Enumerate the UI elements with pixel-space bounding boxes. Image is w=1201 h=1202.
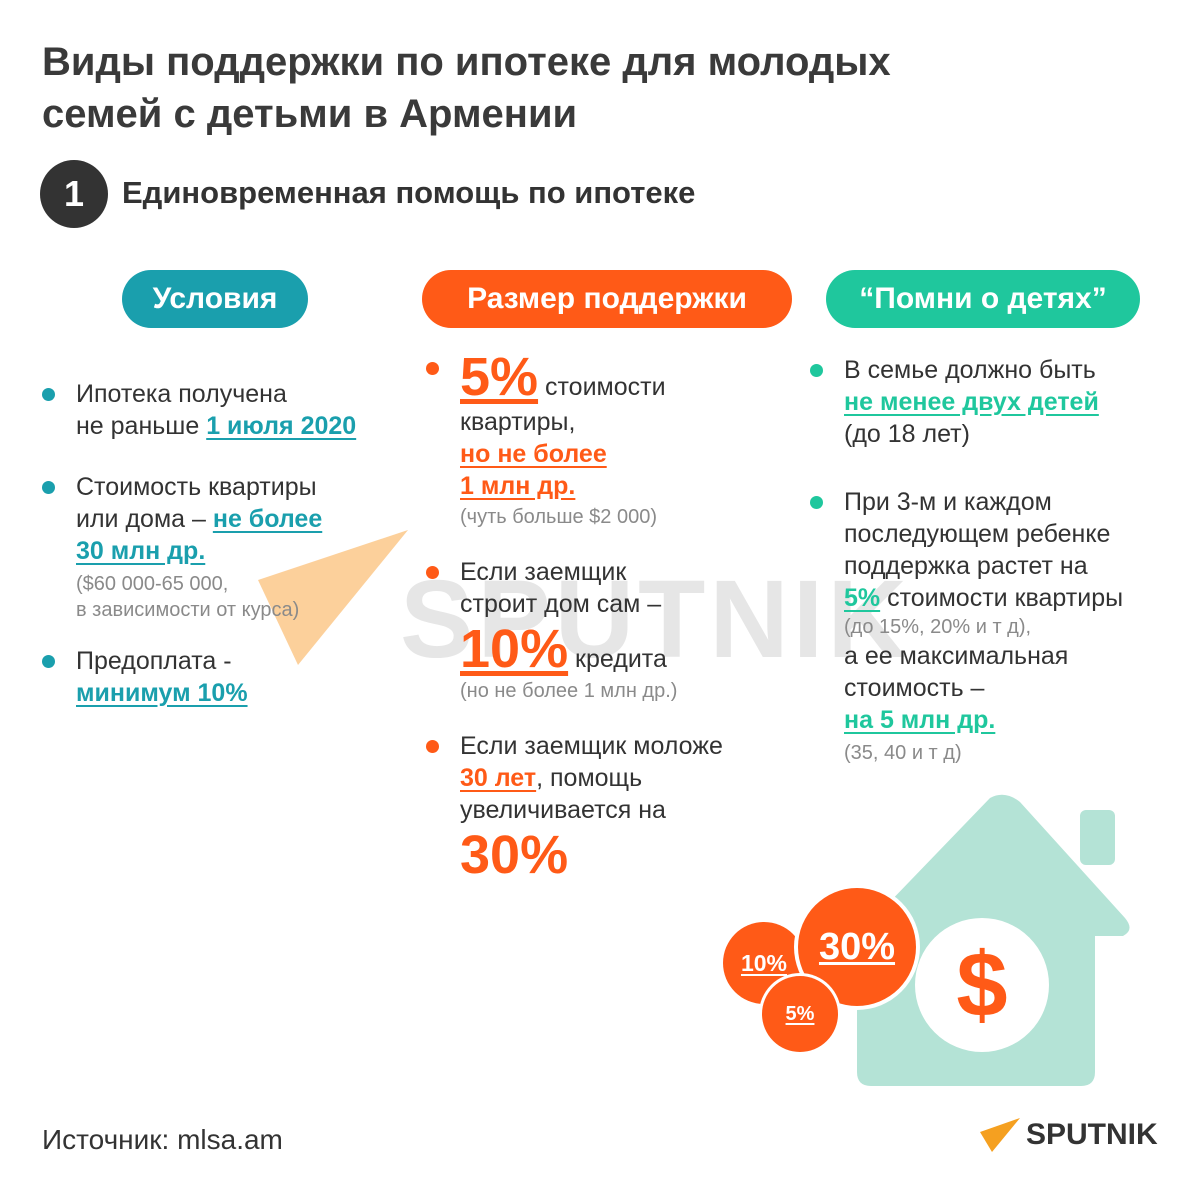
- conditions-text: не раньше: [76, 412, 207, 440]
- support-text: Если заемщик моложе: [460, 732, 723, 760]
- bullet-icon: [426, 566, 439, 579]
- bullet-icon: [42, 388, 55, 401]
- dollar-icon: $: [956, 934, 1008, 1036]
- conditions-date-highlight: 1 июля 2020: [206, 412, 357, 440]
- remember-header: “Помни о детях”: [826, 270, 1140, 328]
- remember-item: В семье должно быть не менее двух детей …: [808, 354, 1188, 450]
- support-header: Размер поддержки: [422, 270, 792, 328]
- conditions-item: Ипотека получена не раньше 1 июля 2020: [40, 378, 400, 442]
- support-age-highlight: 30 лет: [460, 764, 537, 792]
- remember-note: (до 15%, 20% и т д),: [844, 616, 1032, 638]
- conditions-item: Стоимость квартиры или дома – не более 3…: [40, 471, 400, 623]
- remember-text: стоимости квартиры: [880, 584, 1124, 612]
- remember-item: При 3-м и каждом последующем ребенке под…: [808, 486, 1188, 766]
- support-note: (чуть больше $2 000): [460, 506, 658, 528]
- bullet-icon: [426, 740, 439, 753]
- remember-text: стоимость –: [844, 674, 985, 702]
- remember-note: (35, 40 и т д): [844, 742, 962, 764]
- support-text: стоимости: [538, 373, 666, 401]
- coin-5-percent: 5%: [762, 976, 838, 1052]
- support-item: 5% стоимости квартиры, но не более 1 млн…: [424, 348, 784, 530]
- dollar-coin: $: [915, 918, 1049, 1052]
- coin-30-percent: 30%: [798, 888, 916, 1006]
- title-line-2: семей с детьми в Армении: [42, 92, 578, 136]
- conditions-price-highlight: не более: [212, 505, 323, 533]
- logo-text: SPUTNIK: [1026, 1118, 1158, 1151]
- sputnik-logo: SPUTNIK: [980, 1118, 1158, 1152]
- conditions-item: Предоплата - минимум 10%: [40, 645, 400, 709]
- remember-text: а ее максимальная: [844, 642, 1069, 670]
- support-text: , помощь: [536, 764, 643, 792]
- sputnik-arrow-icon: [980, 1118, 1020, 1152]
- bullet-icon: [810, 496, 823, 509]
- remember-percent-highlight: 5%: [844, 584, 881, 612]
- section-title: Единовременная помощь по ипотеке: [122, 175, 696, 210]
- remember-text: При 3-м и каждом: [844, 488, 1052, 516]
- conditions-note: ($60 000-65 000,: [76, 573, 229, 595]
- conditions-column: Ипотека получена не раньше 1 июля 2020 С…: [40, 378, 400, 709]
- support-limit-highlight: но не более: [460, 440, 607, 468]
- remember-children-highlight: не менее двух детей: [844, 388, 1099, 416]
- support-text: кредита: [568, 645, 667, 673]
- support-limit-highlight: 1 млн др.: [460, 472, 576, 500]
- remember-text: поддержка растет на: [844, 552, 1088, 580]
- support-item: Если заемщик моложе 30 лет, помощь увели…: [424, 730, 784, 884]
- support-percent-big: 5%: [460, 347, 539, 407]
- remember-text: (до 18 лет): [844, 420, 970, 448]
- conditions-text: или дома –: [76, 505, 213, 533]
- title-line-1: Виды поддержки по ипотеке для молодых: [42, 40, 891, 84]
- support-text: квартиры,: [460, 408, 576, 436]
- bullet-icon: [42, 481, 55, 494]
- support-text: строит дом сам –: [460, 590, 662, 618]
- conditions-text: Стоимость квартиры: [76, 473, 317, 501]
- support-text: увеличивается на: [460, 796, 666, 824]
- support-text: Если заемщик: [460, 558, 627, 586]
- remember-max-highlight: на 5 млн др.: [844, 706, 996, 734]
- bullet-icon: [42, 655, 55, 668]
- conditions-note: в зависимости от курса): [76, 599, 300, 621]
- watermark-text: SPUTNIK: [400, 558, 911, 681]
- watermark-arrow-icon: [258, 530, 408, 665]
- remember-text: В семье должно быть: [844, 356, 1096, 384]
- remember-column: В семье должно быть не менее двух детей …: [808, 354, 1188, 766]
- support-item: Если заемщик строит дом сам – 10% кредит…: [424, 556, 784, 704]
- conditions-prepay-highlight: минимум 10%: [76, 679, 248, 707]
- support-percent-big: 10%: [460, 619, 569, 679]
- remember-text: последующем ребенке: [844, 520, 1111, 548]
- conditions-header: Условия: [122, 270, 308, 328]
- conditions-text: Ипотека получена: [76, 380, 287, 408]
- source-text: Источник: mlsa.am: [42, 1124, 283, 1155]
- bullet-icon: [810, 364, 823, 377]
- conditions-price-highlight: 30 млн др.: [76, 537, 206, 565]
- support-note: (но не более 1 млн др.): [460, 680, 678, 702]
- support-percent-big: 30%: [460, 825, 569, 885]
- support-column: 5% стоимости квартиры, но не более 1 млн…: [424, 348, 784, 884]
- page-title: Виды поддержки по ипотеке для молодых се…: [42, 36, 1042, 140]
- section-number-badge: 1: [40, 160, 108, 228]
- bullet-icon: [426, 362, 439, 375]
- conditions-text: Предоплата -: [76, 647, 232, 675]
